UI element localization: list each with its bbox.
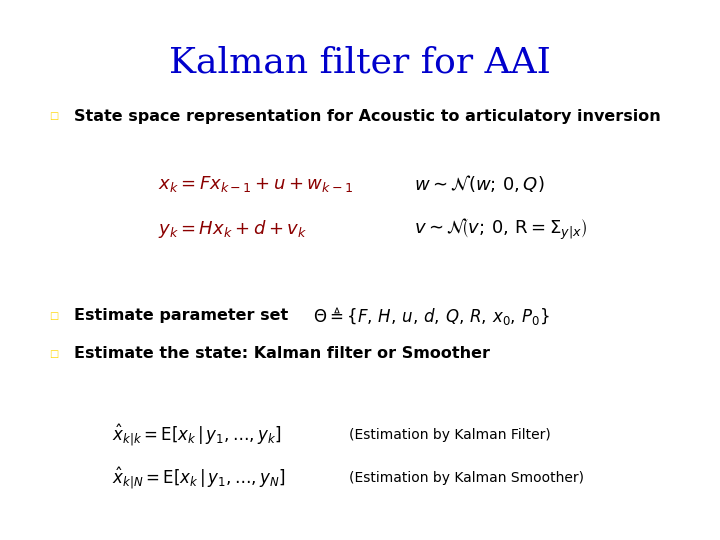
Text: $w \sim \mathcal{N}(w;\, 0, Q)$: $w \sim \mathcal{N}(w;\, 0, Q)$ [414,173,544,194]
Text: $x_k = Fx_{k-1} + u + w_{k-1}$: $x_k = Fx_{k-1} + u + w_{k-1}$ [158,173,354,194]
Text: $v \sim \mathcal{N}\!\left(v;\, 0,\, \mathrm{R} = \Sigma_{y|x}\right)$: $v \sim \mathcal{N}\!\left(v;\, 0,\, \ma… [414,217,588,242]
Text: State space representation for Acoustic to articulatory inversion: State space representation for Acoustic … [74,109,661,124]
Text: □: □ [50,311,58,321]
Text: □: □ [50,111,58,121]
Text: $y_k = Hx_k + d + v_k$: $y_k = Hx_k + d + v_k$ [158,219,307,240]
Text: (Estimation by Kalman Smoother): (Estimation by Kalman Smoother) [349,471,584,485]
Text: Kalman filter for AAI: Kalman filter for AAI [169,46,551,80]
Text: $\hat{x}_{k|k} = \mathrm{E}[x_k\,|\, y_1, \ldots, y_k]$: $\hat{x}_{k|k} = \mathrm{E}[x_k\,|\, y_1… [112,422,281,448]
Text: □: □ [50,349,58,359]
Text: $\Theta \triangleq \{F,\, H,\, u,\, d,\, Q,\, R,\, x_0,\, P_0\}$: $\Theta \triangleq \{F,\, H,\, u,\, d,\,… [313,305,550,327]
Text: $\hat{x}_{k|N} = \mathrm{E}[x_k\,|\, y_1, \ldots, y_N]$: $\hat{x}_{k|N} = \mathrm{E}[x_k\,|\, y_1… [112,465,285,491]
Text: (Estimation by Kalman Filter): (Estimation by Kalman Filter) [349,428,551,442]
Text: Estimate the state: Kalman filter or Smoother: Estimate the state: Kalman filter or Smo… [74,346,490,361]
Text: Estimate parameter set: Estimate parameter set [74,308,289,323]
